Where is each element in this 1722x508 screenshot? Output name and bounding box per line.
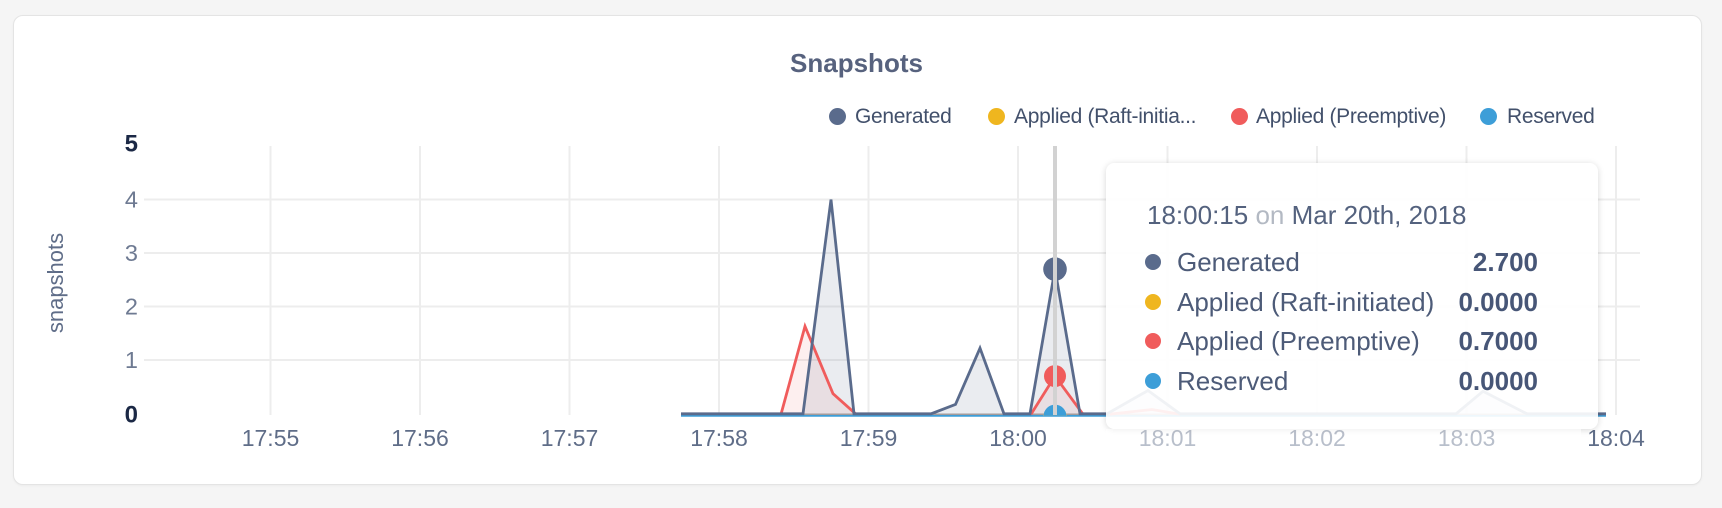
svg-text:18:00: 18:00 — [989, 425, 1047, 451]
svg-text:17:57: 17:57 — [541, 425, 599, 451]
svg-text:1: 1 — [125, 347, 138, 373]
svg-text:2: 2 — [125, 294, 138, 320]
svg-text:18:04: 18:04 — [1587, 425, 1645, 451]
svg-text:17:58: 17:58 — [690, 425, 748, 451]
svg-text:snapshots: snapshots — [43, 233, 68, 333]
svg-text:17:56: 17:56 — [391, 425, 449, 451]
svg-text:17:59: 17:59 — [840, 425, 898, 451]
svg-text:5: 5 — [125, 131, 138, 158]
svg-text:0: 0 — [125, 401, 138, 428]
svg-text:3: 3 — [125, 240, 138, 266]
svg-text:4: 4 — [125, 187, 138, 213]
svg-text:17:55: 17:55 — [242, 425, 300, 451]
